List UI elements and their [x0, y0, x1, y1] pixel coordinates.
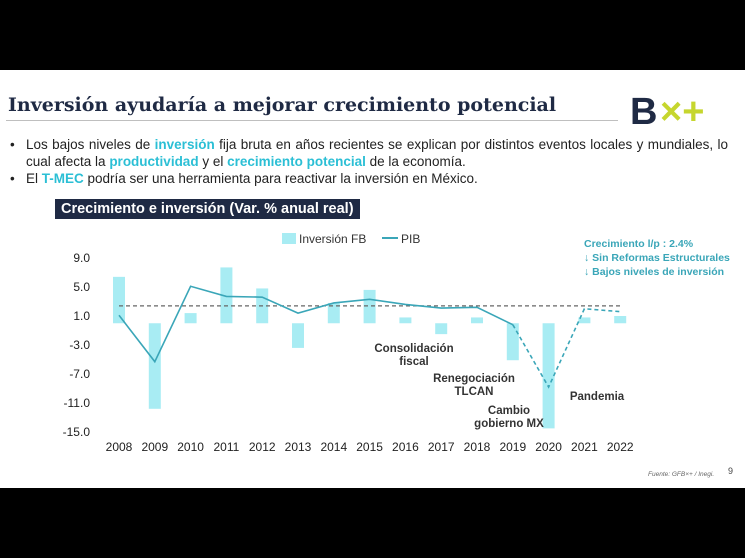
bullet-text: fija bruta en años recientes se explican…: [26, 137, 728, 169]
bar-inversion: [113, 276, 125, 324]
chart-annotation: gobierno MX: [474, 418, 544, 430]
bar-inversion: [578, 317, 591, 324]
bullet-item: Los bajos niveles de inversión fija brut…: [8, 136, 728, 170]
bx-plus-logo: B ×+: [630, 91, 704, 130]
x-tick-label: 2016: [392, 440, 419, 454]
x-tick-label: 2022: [607, 440, 634, 454]
bar-inversion: [399, 317, 412, 324]
bullet-text: de la economía.: [365, 154, 466, 169]
chart: 9.0 5.0 1.0 -3.0 -7.0 -11.0 -15.0 2008 2009 2010 2…: [63, 232, 730, 454]
chart-annotation: Pandemia: [570, 391, 625, 403]
chart-annotation: Consolidación: [374, 343, 453, 355]
bar-inversion: [327, 302, 340, 324]
bullet-item: El T-MEC podría ser una herramienta para…: [8, 170, 728, 187]
bullet-text: y el: [198, 154, 228, 169]
side-note-header: Crecimiento l/p : 2.4%: [584, 238, 694, 250]
x-tick-label: 2010: [177, 440, 204, 454]
x-tick-label: 2008: [106, 440, 133, 454]
legend-label-pib: PIB: [401, 232, 420, 246]
x-tick-label: 2017: [428, 440, 455, 454]
chart-annotation: fiscal: [399, 356, 428, 368]
bar-inversion: [292, 323, 304, 348]
x-tick-label: 2009: [141, 440, 168, 454]
bullet-list: Los bajos niveles de inversión fija brut…: [8, 136, 728, 187]
x-tick-label: 2021: [571, 440, 598, 454]
highlighted-term: T-MEC: [41, 171, 84, 186]
bar-inversion: [435, 323, 448, 335]
bar-inversion: [506, 323, 519, 361]
series-line-pib-projection: [512, 307, 621, 389]
side-note-item: ↓ Bajos niveles de inversión: [584, 266, 724, 278]
bar-inversion: [184, 313, 197, 324]
highlighted-term: crecimiento potencial: [227, 154, 366, 169]
series-line-pib: [118, 285, 514, 364]
slide: Inversión ayudaría a mejorar crecimiento…: [0, 70, 745, 488]
y-tick-label: -3.0: [69, 338, 90, 352]
legend-swatch-inversion: [282, 233, 296, 244]
y-tick-label: 1.0: [73, 309, 90, 323]
chart-title: Crecimiento e inversión (Var. % anual re…: [55, 199, 360, 219]
bar-inversion: [148, 323, 161, 409]
x-tick-label: 2011: [213, 440, 239, 454]
y-tick-label: 5.0: [73, 280, 90, 294]
y-tick-label: -7.0: [69, 367, 90, 381]
x-tick-label: 2019: [499, 440, 526, 454]
x-tick-label: 2013: [285, 440, 312, 454]
x-tick-label: 2015: [356, 440, 383, 454]
bullet-text: Los bajos niveles de: [26, 137, 155, 152]
side-note-item: ↓ Sin Reformas Estructurales: [584, 252, 730, 264]
bar-inversion: [363, 289, 376, 324]
logo-letter-b: B: [630, 91, 657, 130]
chart-annotation: TLCAN: [455, 386, 494, 398]
bar-inversion: [471, 317, 483, 324]
y-tick-label: -15.0: [63, 425, 91, 439]
highlighted-term: inversión: [154, 137, 215, 152]
highlighted-term: productividad: [109, 154, 199, 169]
bar-inversion: [220, 267, 233, 324]
y-tick-label: -11.0: [64, 396, 91, 410]
x-tick-label: 2014: [320, 440, 347, 454]
legend-label-inversion: Inversión FB: [299, 232, 366, 246]
x-tick-label: 2020: [535, 440, 562, 454]
bullet-text: podría ser una herramienta para reactiva…: [83, 171, 478, 186]
logo-xplus: ×+: [660, 91, 704, 130]
bar-inversion: [542, 323, 555, 429]
chart-annotation: Renegociación: [433, 373, 515, 385]
page-number: 9: [728, 466, 734, 476]
bullet-text: El: [26, 171, 42, 186]
chart-annotation: Cambio: [488, 405, 530, 417]
title-divider: [6, 120, 618, 121]
x-tick-label: 2012: [249, 440, 276, 454]
bar-inversion: [614, 316, 627, 324]
source-note: Fuente: GFB×+ / Inegi.: [648, 471, 715, 478]
x-tick-label: 2018: [464, 440, 491, 454]
y-tick-label: 9.0: [73, 251, 90, 265]
slide-title: Inversión ayudaría a mejorar crecimiento…: [8, 94, 557, 116]
